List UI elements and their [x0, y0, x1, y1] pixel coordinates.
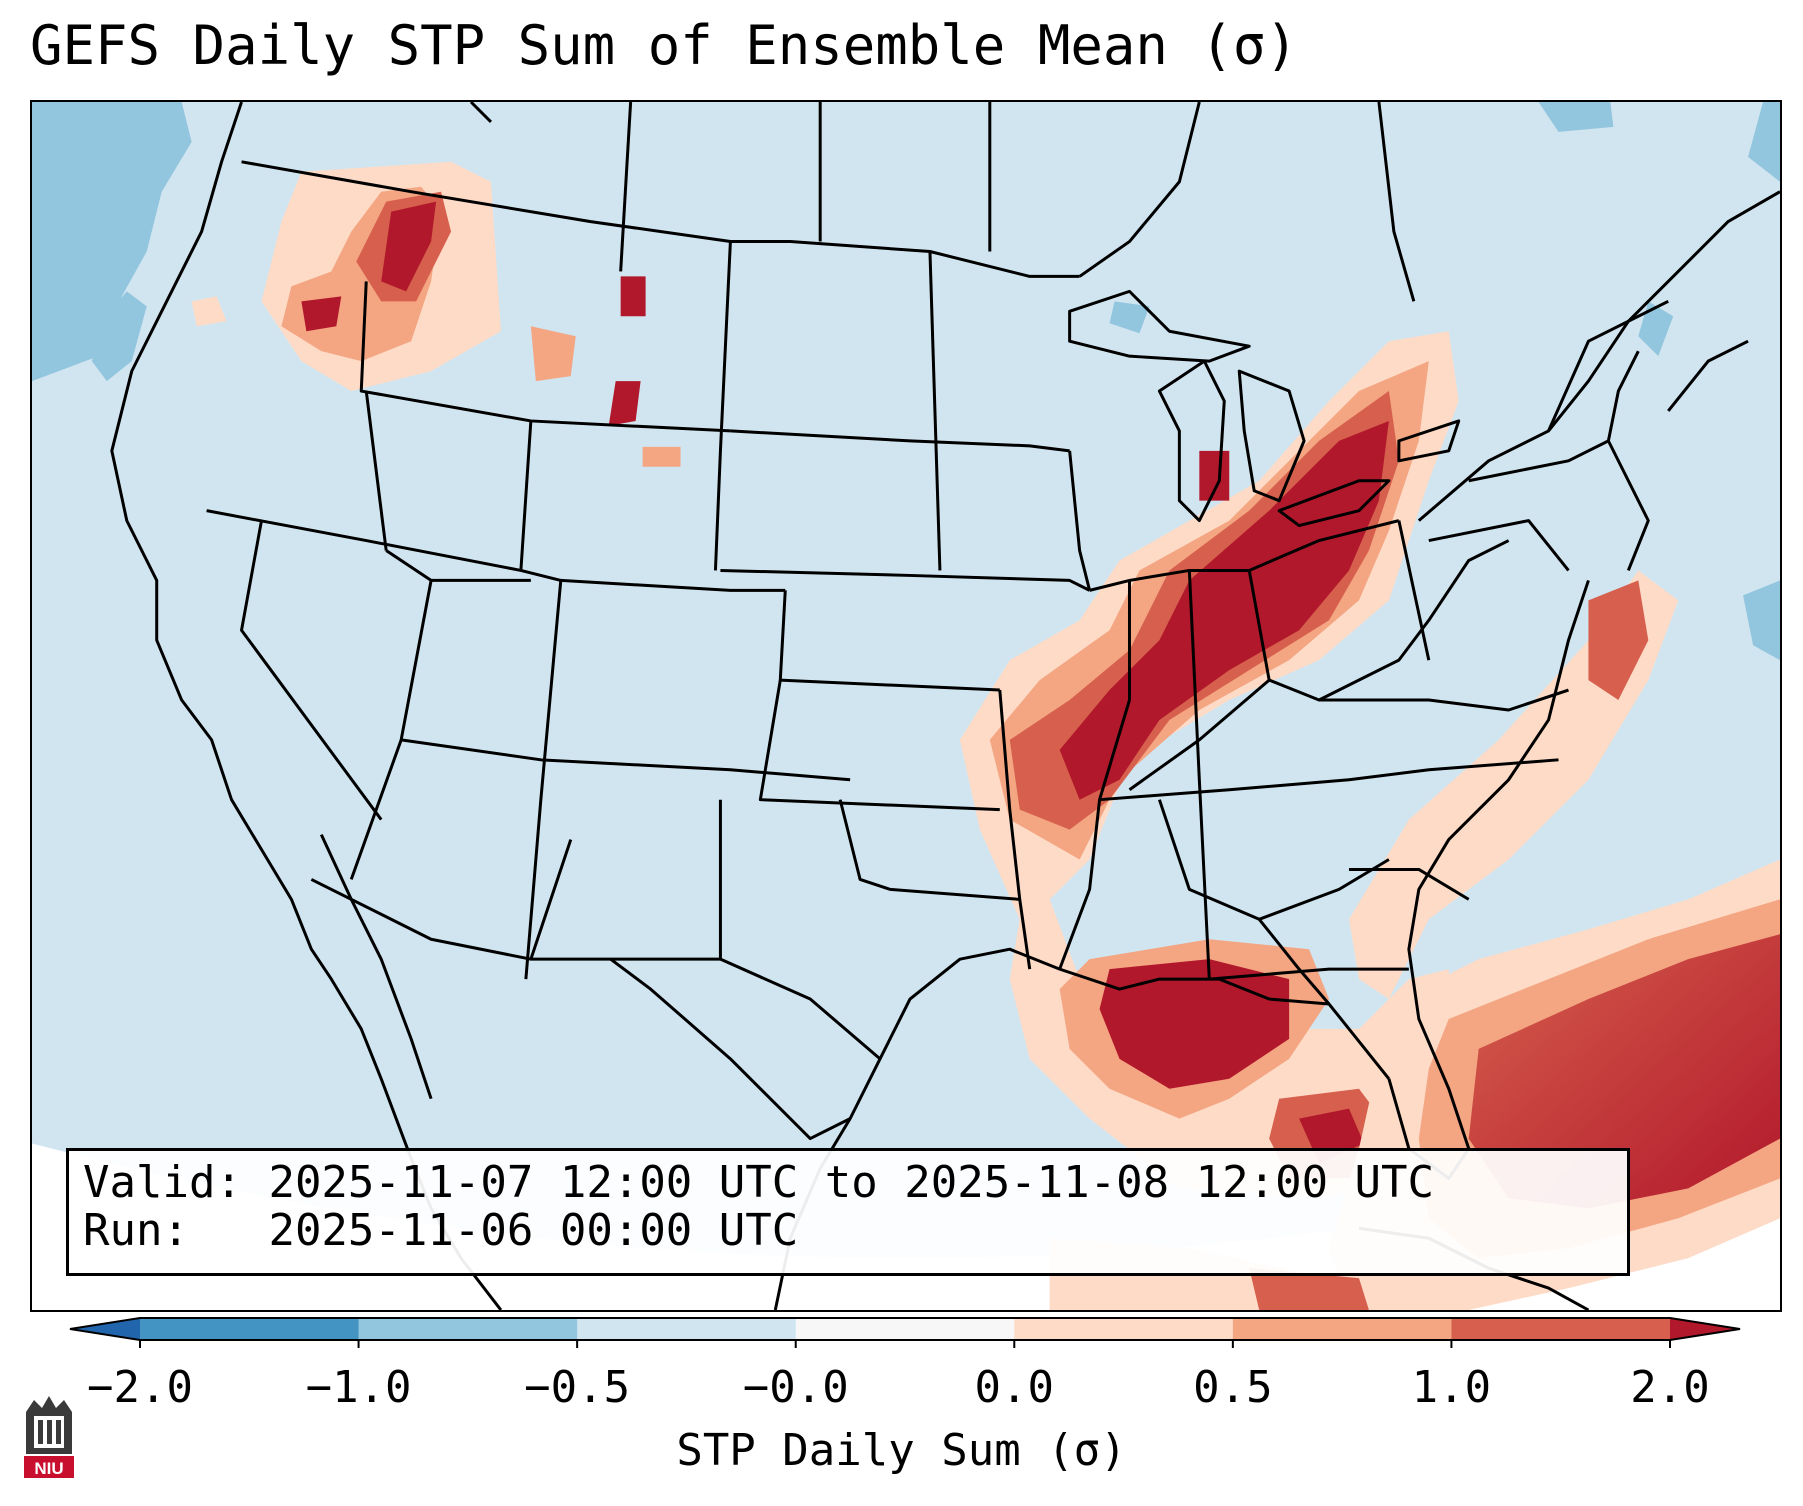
niu-logo-text: NIU — [34, 1459, 63, 1478]
colorbar-label: STP Daily Sum (σ) — [676, 1425, 1127, 1476]
colorbar — [69, 1317, 1741, 1348]
colorbar-bin — [140, 1318, 360, 1340]
colorbar-bin — [358, 1318, 578, 1340]
lake-michigan — [1157, 359, 1226, 523]
positive-anomaly-layer — [191, 161, 1780, 1310]
gulf-coast — [773, 947, 1391, 1310]
northeast-coast — [1417, 190, 1780, 522]
negative-anomaly-layer — [32, 102, 1780, 661]
lake-erie — [1277, 479, 1391, 528]
west-coast — [110, 102, 503, 1310]
colorbar-bin — [70, 1318, 140, 1340]
colorbar-bin — [577, 1318, 797, 1340]
colorbar-tick-label: 2.0 — [1630, 1362, 1710, 1413]
run-label: Run: — [83, 1204, 189, 1256]
colorbar-bin — [795, 1318, 1015, 1340]
colorbar-bin — [1014, 1318, 1234, 1340]
colorbar-tick-label: −2.0 — [87, 1362, 193, 1413]
valid-label: Valid: — [83, 1157, 242, 1208]
lake-huron — [1237, 369, 1306, 503]
colorbar-tick-label: −1.0 — [305, 1362, 412, 1413]
valid-time-box: Valid: 2025-11-07 12:00 UTC to 2025-11-0… — [66, 1148, 1630, 1276]
baja-coast — [319, 833, 433, 1100]
map-panel — [30, 100, 1782, 1312]
page-title: GEFS Daily STP Sum of Ensemble Mean (σ) — [30, 14, 1298, 77]
run-time: 2025-11-06 00:00 UTC — [268, 1204, 799, 1256]
colorbar-bin — [1232, 1318, 1452, 1340]
colorbar-tick-label: 1.0 — [1411, 1362, 1492, 1413]
us-canada-border — [241, 160, 1080, 278]
lake-ontario — [1397, 419, 1461, 463]
colorbar-tick-label: 0.5 — [1193, 1362, 1273, 1413]
colorbar-tick-label: 0.0 — [974, 1362, 1055, 1413]
lake-superior — [1068, 289, 1251, 363]
colorbar-tick-label: −0.0 — [742, 1362, 849, 1413]
colorbar-bin — [1670, 1318, 1740, 1340]
colorbar-bin — [1451, 1318, 1671, 1340]
colorbar-tick-label: −0.5 — [524, 1362, 631, 1413]
niu-logo: NIU — [24, 1396, 74, 1478]
map-canvas — [32, 102, 1780, 1310]
valid-range: 2025-11-07 12:00 UTC to 2025-11-08 12:00… — [268, 1157, 1435, 1208]
